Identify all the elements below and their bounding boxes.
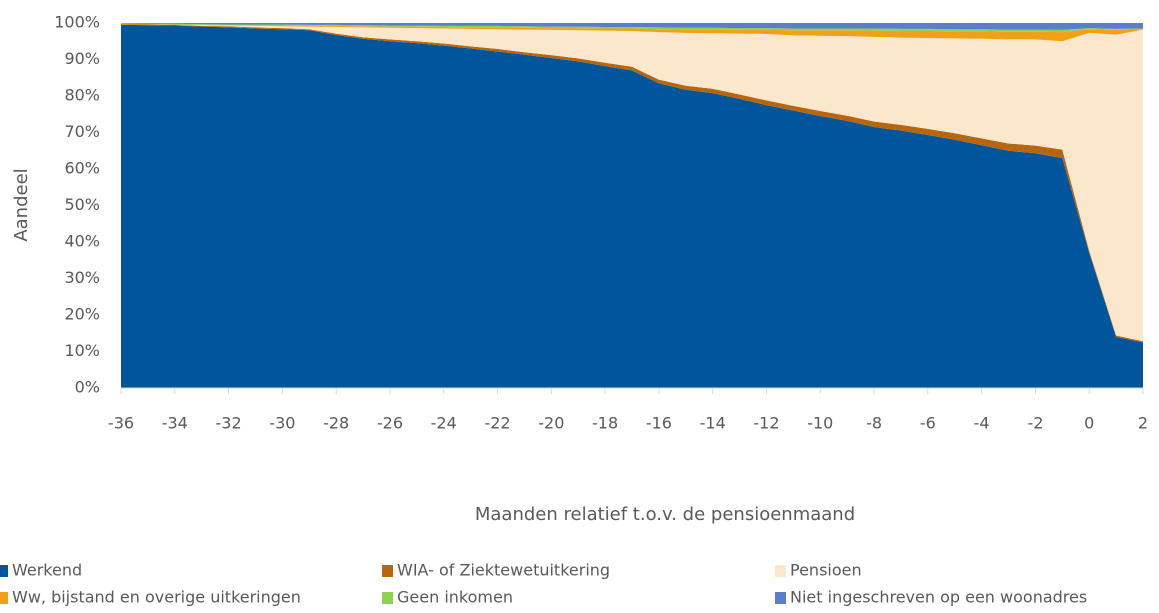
legend-swatch [382,565,393,577]
y-tick-label: 20% [64,305,100,324]
legend-label: Niet ingeschreven op een woonadres [790,588,1087,607]
y-tick-label: 100% [54,13,100,32]
y-tick-label: 40% [64,232,100,251]
legend-swatch [0,565,8,577]
y-tick-label: 0% [75,378,100,397]
x-tick-label: -20 [538,414,564,433]
y-tick-label: 70% [64,122,100,141]
x-tick-label: -6 [920,414,936,433]
y-tick-label: 10% [64,341,100,360]
x-tick-label: -2 [1027,414,1043,433]
legend-swatch [775,592,786,604]
y-axis-label: Aandeel [11,168,32,241]
x-tick-label: -26 [377,414,403,433]
legend-label: Geen inkomen [397,588,513,607]
legend-label: Pensioen [790,561,862,580]
area [121,23,1143,30]
x-tick-label: -32 [216,414,242,433]
legend-swatch [382,592,393,604]
x-tick-label: 0 [1084,414,1094,433]
y-tick-label: 50% [64,195,100,214]
area [121,24,1143,388]
y-tick-label: 80% [64,86,100,105]
x-tick-label: -16 [646,414,672,433]
y-tick-label: 60% [64,159,100,178]
legend-swatch [0,592,8,604]
legend-swatch [775,565,786,577]
x-tick-label: 2 [1138,414,1148,433]
y-tick-label: 30% [64,268,100,287]
x-tick-label: -22 [484,414,510,433]
y-tick-label: 90% [64,49,100,68]
x-tick-label: -36 [108,414,134,433]
legend-label: Ww, bijstand en overige uitkeringen [12,588,301,607]
x-tick-label: -12 [753,414,779,433]
area [121,24,1143,342]
x-tick-label: -28 [323,414,349,433]
x-tick-label: -18 [592,414,618,433]
area [121,23,1143,42]
x-tick-label: -14 [700,414,726,433]
x-axis-label: Maanden relatief t.o.v. de pensioenmaand [475,504,855,525]
x-tick-label: -34 [162,414,188,433]
legend-label: WIA- of Ziektewetuitkering [397,561,610,580]
x-tick-label: -8 [866,414,882,433]
x-tick-label: -10 [807,414,833,433]
area [121,23,1143,33]
x-tick-label: -24 [431,414,457,433]
legend-label: Werkend [12,561,82,580]
x-tick-label: -4 [974,414,990,433]
x-tick-label: -30 [269,414,295,433]
